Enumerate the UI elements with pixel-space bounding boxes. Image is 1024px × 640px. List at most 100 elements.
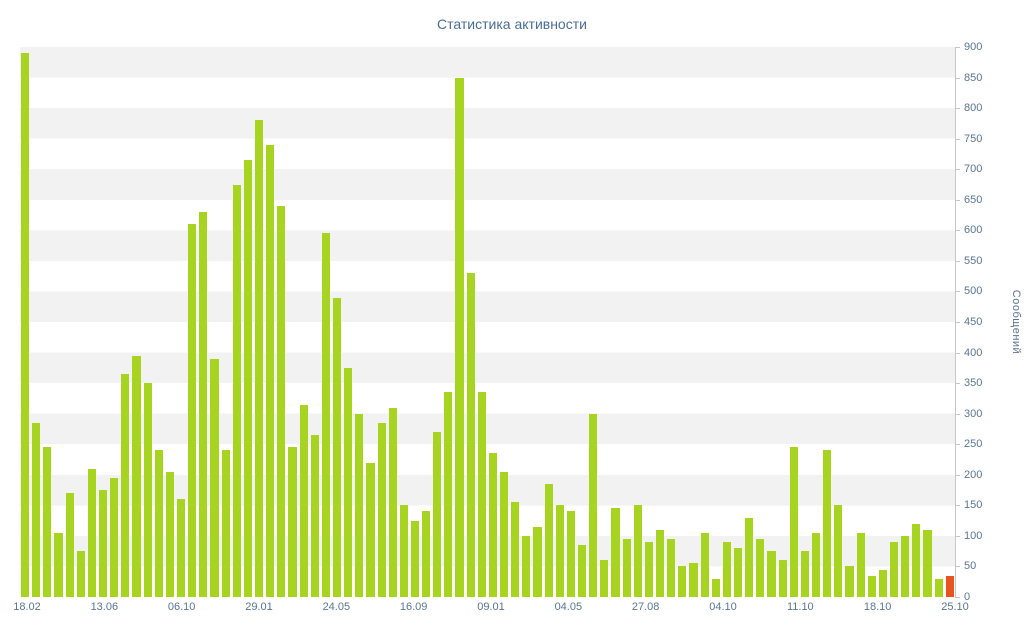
bar[interactable] xyxy=(355,413,364,597)
bar[interactable] xyxy=(466,273,475,597)
y-axis-label: 0 xyxy=(964,591,971,603)
bar[interactable] xyxy=(656,529,665,597)
bar[interactable] xyxy=(332,297,342,597)
bar[interactable] xyxy=(789,447,798,597)
x-axis-label: 13.06 xyxy=(90,601,119,613)
bar[interactable] xyxy=(522,535,531,597)
bar[interactable] xyxy=(288,447,297,597)
bar[interactable] xyxy=(555,505,564,597)
bar[interactable] xyxy=(845,566,854,597)
bar[interactable] xyxy=(43,447,52,597)
bar[interactable] xyxy=(600,560,609,597)
bar[interactable] xyxy=(722,542,731,597)
bar[interactable] xyxy=(410,520,420,597)
bar[interactable] xyxy=(878,569,887,597)
bar[interactable] xyxy=(87,468,96,597)
bar[interactable] xyxy=(945,575,954,597)
bar[interactable] xyxy=(800,551,809,597)
bar[interactable] xyxy=(700,532,709,597)
x-axis-label: 18.10 xyxy=(863,601,892,613)
bar[interactable] xyxy=(778,560,787,597)
bar[interactable] xyxy=(834,505,843,597)
bar[interactable] xyxy=(856,532,865,597)
bar[interactable] xyxy=(366,462,375,597)
bar[interactable] xyxy=(422,511,431,597)
bar[interactable] xyxy=(544,483,553,597)
bar[interactable] xyxy=(221,450,230,597)
bar[interactable] xyxy=(321,233,330,597)
bar[interactable] xyxy=(622,538,631,597)
y-axis-label: 900 xyxy=(964,41,983,53)
bar[interactable] xyxy=(165,471,174,597)
bar[interactable] xyxy=(533,526,542,597)
y-axis-tick xyxy=(956,199,960,201)
bar[interactable] xyxy=(667,538,676,597)
bar[interactable] xyxy=(611,508,620,597)
bar[interactable] xyxy=(433,432,442,597)
bar[interactable] xyxy=(143,383,152,597)
bar[interactable] xyxy=(734,548,743,597)
bar[interactable] xyxy=(154,450,163,597)
bar[interactable] xyxy=(132,355,141,597)
bar[interactable] xyxy=(455,77,464,597)
bar[interactable] xyxy=(644,542,654,597)
bar[interactable] xyxy=(756,538,765,597)
bar[interactable] xyxy=(901,535,910,597)
bar[interactable] xyxy=(678,566,687,597)
bar[interactable] xyxy=(188,224,197,597)
y-axis-label: 550 xyxy=(964,254,983,267)
bar[interactable] xyxy=(934,578,943,597)
bar[interactable] xyxy=(377,422,386,597)
bar[interactable] xyxy=(511,502,520,597)
y-axis-label: 350 xyxy=(964,377,983,390)
bar[interactable] xyxy=(210,358,219,597)
bar[interactable] xyxy=(589,413,598,597)
bar[interactable] xyxy=(344,367,353,597)
y-axis-tick xyxy=(956,444,960,446)
bar[interactable] xyxy=(299,404,308,597)
bar[interactable] xyxy=(176,499,186,597)
y-axis-tick xyxy=(956,352,960,354)
bar[interactable] xyxy=(98,490,108,597)
y-axis-label: 200 xyxy=(964,468,983,481)
bar[interactable] xyxy=(912,523,921,597)
bar[interactable] xyxy=(76,551,85,597)
bar[interactable] xyxy=(711,578,720,597)
x-axis-label: 04.05 xyxy=(554,601,583,613)
x-axis-label: 18.02 xyxy=(13,601,41,613)
bar[interactable] xyxy=(232,184,241,597)
bar[interactable] xyxy=(388,407,397,597)
bar[interactable] xyxy=(310,435,319,597)
bar[interactable] xyxy=(566,511,576,597)
bar[interactable] xyxy=(811,532,821,597)
bar[interactable] xyxy=(923,529,932,597)
bar[interactable] xyxy=(254,120,264,597)
bar[interactable] xyxy=(277,205,286,597)
bar[interactable] xyxy=(823,450,832,597)
bar[interactable] xyxy=(477,392,486,597)
x-axis-label: 04.10 xyxy=(709,601,737,613)
bar[interactable] xyxy=(399,505,408,597)
bar[interactable] xyxy=(121,373,130,597)
bar[interactable] xyxy=(266,144,275,597)
bar[interactable] xyxy=(444,392,453,597)
bar[interactable] xyxy=(54,532,63,597)
bar[interactable] xyxy=(689,563,698,597)
bar[interactable] xyxy=(21,53,30,597)
x-axis-label: 11.10 xyxy=(786,601,814,613)
bar[interactable] xyxy=(578,545,587,597)
bar[interactable] xyxy=(32,422,41,597)
bar[interactable] xyxy=(65,493,74,597)
bar[interactable] xyxy=(889,542,899,597)
bar[interactable] xyxy=(633,505,642,597)
y-axis-label: 750 xyxy=(964,132,983,145)
bar[interactable] xyxy=(767,551,776,597)
bar[interactable] xyxy=(745,517,754,597)
bar[interactable] xyxy=(500,471,509,597)
bar[interactable] xyxy=(488,453,498,597)
bar[interactable] xyxy=(110,477,119,597)
bar[interactable] xyxy=(199,212,208,597)
y-axis-tick xyxy=(956,291,960,293)
bar[interactable] xyxy=(867,575,876,597)
bar[interactable] xyxy=(243,160,252,597)
